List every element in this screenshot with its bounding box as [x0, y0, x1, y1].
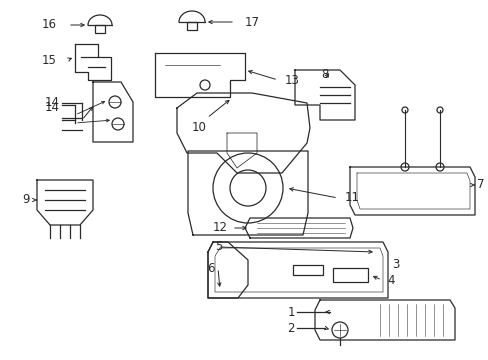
Text: 8: 8: [321, 68, 328, 81]
Text: 6: 6: [207, 261, 215, 274]
Text: 4: 4: [386, 274, 394, 287]
Text: 13: 13: [285, 73, 299, 86]
Text: 14: 14: [45, 96, 60, 109]
Text: 9: 9: [22, 193, 30, 207]
Text: 16: 16: [42, 18, 57, 31]
Text: 7: 7: [476, 179, 484, 192]
Text: 14: 14: [45, 102, 60, 114]
Text: 3: 3: [391, 258, 399, 271]
Text: 15: 15: [42, 54, 57, 67]
Text: 11: 11: [345, 192, 359, 204]
Text: 10: 10: [192, 121, 206, 135]
Text: 17: 17: [244, 15, 260, 28]
Text: 2: 2: [287, 321, 294, 334]
Text: 1: 1: [287, 306, 294, 319]
Text: 5: 5: [215, 240, 222, 253]
Text: 12: 12: [213, 221, 227, 234]
